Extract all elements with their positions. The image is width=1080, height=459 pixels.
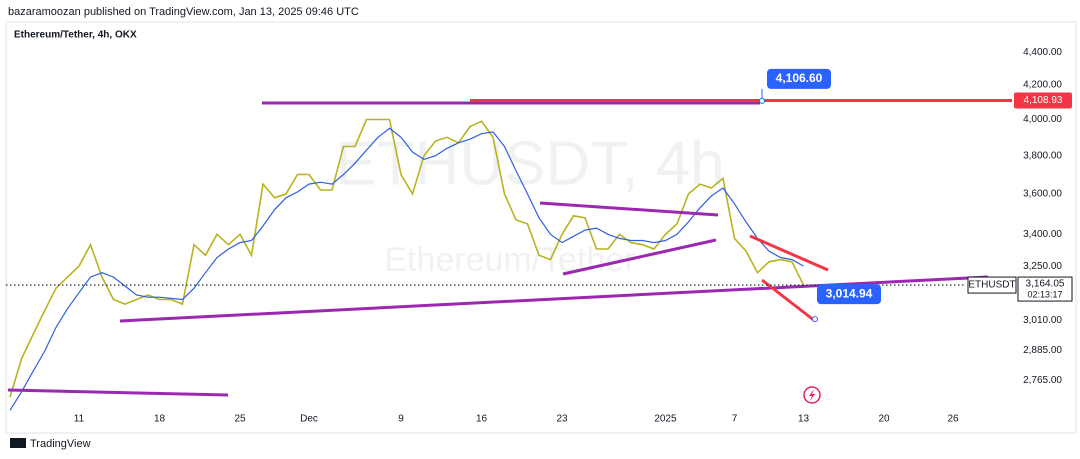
x-tick-label: 7 — [732, 414, 738, 425]
chart-frame — [5, 21, 1077, 434]
x-tick-label: 11 — [74, 414, 85, 425]
symbol-tag — [967, 276, 1017, 294]
trend-line — [539, 201, 719, 217]
countdown: 02:13:17 — [1027, 289, 1062, 299]
resistance-tag — [1014, 92, 1072, 109]
x-tick-label: 16 — [476, 414, 488, 425]
x-tick-label: 18 — [154, 414, 166, 425]
symbol-label: ETHUSDT — [968, 280, 1015, 291]
y-tick-label: 2,885.00 — [1023, 345, 1062, 356]
x-tick-label: 26 — [947, 414, 959, 425]
chart-title: Ethereum/Tether, 4h, OKX — [14, 30, 137, 41]
callout-point — [759, 97, 765, 104]
x-tick-label: 9 — [398, 414, 404, 425]
y-tick-label: 3,800.00 — [1023, 150, 1062, 161]
x-tick-label: 20 — [878, 414, 890, 425]
y-tick-label: 4,000.00 — [1023, 114, 1062, 125]
x-tick-label: 13 — [798, 414, 810, 425]
y-tick-label: 3,400.00 — [1023, 229, 1062, 240]
x-tick-label: 23 — [556, 414, 568, 425]
y-tick-label: 3,250.00 — [1023, 261, 1062, 272]
y-tick-label: 2,765.00 — [1023, 375, 1062, 386]
publisher: bazaramoozan published on TradingView.co… — [8, 6, 359, 18]
callout-label: 3,014.94 — [826, 286, 873, 300]
trend-line — [761, 278, 816, 323]
x-tick-label: Dec — [300, 414, 318, 425]
last-price-label: 3,164.05 — [1026, 279, 1065, 290]
y-tick-label: 3,010.00 — [1023, 315, 1062, 326]
callout-box — [817, 284, 881, 305]
trend-line — [7, 388, 229, 397]
y-tick-label: 3,600.00 — [1023, 189, 1062, 200]
event-icon-bolt — [809, 389, 815, 401]
brand-logo — [10, 438, 26, 448]
y-tick-label: 4,400.00 — [1023, 47, 1062, 58]
y-tick-label: 4,200.00 — [1023, 80, 1062, 91]
x-tick-label: 25 — [234, 414, 246, 425]
last-price-tag — [1017, 276, 1073, 302]
callout-box — [767, 68, 831, 89]
brand: TradingView — [30, 438, 91, 450]
plot — [9, 118, 805, 411]
resistance-label: 4,108.93 — [1024, 95, 1063, 106]
moving-average — [9, 127, 804, 411]
price-line — [9, 118, 805, 398]
trend-line — [749, 234, 829, 272]
callout-point — [812, 316, 818, 323]
x-tick-label: 2025 — [654, 414, 677, 425]
watermark-subtitle: Ethereum/Tether — [384, 241, 635, 279]
callout-label: 4,106.60 — [776, 71, 823, 85]
watermark: ETHUSDT, 4h — [335, 129, 724, 198]
trend-line — [562, 238, 717, 276]
